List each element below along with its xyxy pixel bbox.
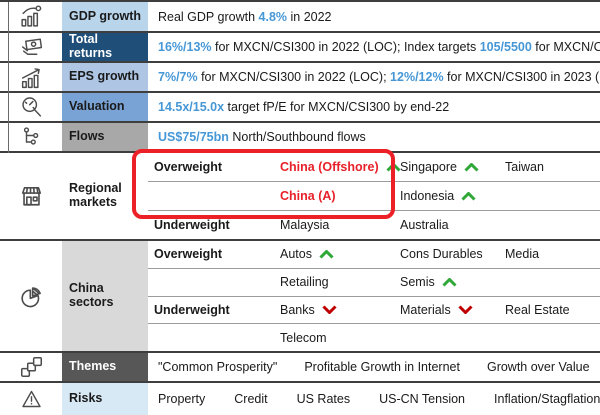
risk-item: US Rates (296, 392, 351, 406)
weight-label: Overweight (154, 247, 223, 262)
down-arrow-icon (322, 305, 337, 315)
table-row: Total returns 16%/13% for MXCN/CSI300 in… (0, 32, 600, 63)
section-regional-markets: Regional markets Overweight China (Offsh… (0, 153, 600, 241)
table-row: Retailing Semis (148, 269, 600, 297)
storefront-icon (0, 153, 62, 239)
row-label-themes: Themes (62, 353, 148, 381)
total-returns-value: 16%/13% for MXCN/CSI300 in 2022 (LOC); I… (158, 40, 600, 54)
table-row: Overweight China (Offshore) Singapore Ta… (148, 153, 600, 182)
risk-item: Property (158, 392, 206, 406)
flow-branch-icon (0, 123, 62, 151)
table-row: Themes "Common Prosperity" Profitable Gr… (0, 353, 600, 383)
theme-item: Growth over Value (486, 360, 590, 374)
eps-growth-value: 7%/7% for MXCN/CSI300 in 2022 (LOC); 12%… (158, 70, 600, 84)
highlight-value: 7%/7% (158, 70, 198, 84)
table-row: Underweight Malaysia Australia (148, 211, 600, 239)
highlight-value: 4.8% (258, 9, 288, 24)
highlight-value: US$75/75bn (158, 130, 229, 144)
theme-item: "Common Prosperity" (158, 360, 278, 374)
up-arrow-icon (319, 249, 334, 259)
table-row: China (A) Indonesia (148, 182, 600, 211)
sector-name: Retailing (280, 275, 329, 290)
weight-label: Underweight (154, 218, 230, 232)
up-arrow-icon (442, 277, 457, 287)
sector-name: Autos (280, 247, 312, 262)
sector-name: Cons Durables (400, 247, 483, 262)
row-label-china-sectors: China sectors (62, 241, 148, 351)
row-label-gdp-growth: GDP growth (62, 2, 148, 31)
table-row: EPS growth 7%/7% for MXCN/CSI300 in 2022… (0, 63, 600, 93)
row-label-valuation: Valuation (62, 93, 148, 121)
cash-hand-icon (0, 33, 62, 61)
row-label-risks: Risks (62, 383, 148, 415)
market-name: Malaysia (280, 218, 330, 232)
highlight-value: 14.5x/15.0x (158, 100, 225, 114)
table-row: Valuation 14.5x/15.0x target fP/E for MX… (0, 93, 600, 123)
valuation-value: 14.5x/15.0x target fP/E for MXCN/CSI300 … (158, 100, 450, 114)
row-label-flows: Flows (62, 123, 148, 151)
risk-item: Credit (234, 392, 268, 406)
market-name: Australia (400, 218, 449, 232)
row-label-regional-markets: Regional markets (62, 153, 148, 239)
table-row: Risks Property Credit US Rates US-CN Ten… (0, 383, 600, 415)
market-name: Singapore (400, 160, 457, 174)
sector-name: Telecom (280, 330, 327, 345)
market-name: Indonesia (400, 189, 455, 203)
sector-name: Semis (400, 275, 435, 290)
sector-name: Media (505, 247, 540, 262)
weight-label: Underweight (154, 302, 230, 317)
pie-chart-icon (0, 241, 62, 351)
highlight-value: 105/5500 (479, 40, 532, 54)
market-name: Taiwan (505, 160, 544, 174)
risk-item: Inflation/Stagflation (494, 392, 600, 406)
up-arrow-icon (461, 191, 476, 201)
gdp-growth-value: Real GDP growth 4.8% in 2022 (158, 9, 332, 24)
stacked-squares-icon (0, 353, 62, 381)
bar-chart-arrow-icon (0, 2, 62, 31)
flows-value: US$75/75bn North/Southbound flows (158, 130, 366, 144)
section-china-sectors: China sectors Overweight Autos Cons Dura… (0, 241, 600, 353)
themes-list: "Common Prosperity" Profitable Growth in… (148, 353, 600, 381)
sector-name: Real Estate (505, 302, 570, 317)
sector-name: Materials (400, 302, 451, 317)
regional-markets-subtable: Overweight China (Offshore) Singapore Ta… (148, 153, 600, 239)
table-row: Underweight Banks Materials Real Estate (148, 297, 600, 325)
table-row: Flows US$75/75bn North/Southbound flows (0, 123, 600, 153)
table-row: Overweight Autos Cons Durables Media (148, 241, 600, 269)
rising-bars-icon (0, 63, 62, 91)
table-left-border (8, 2, 9, 153)
market-name: China (A) (280, 189, 336, 203)
highlight-value: 12%/12% (390, 70, 444, 84)
table-row: GDP growth Real GDP growth 4.8% in 2022 (0, 2, 600, 33)
china-sectors-subtable: Overweight Autos Cons Durables Media Ret… (148, 241, 600, 351)
magnifier-gauge-icon (0, 93, 62, 121)
down-arrow-icon (458, 305, 473, 315)
warning-triangle-icon (0, 383, 62, 415)
weight-label: Overweight (154, 160, 223, 174)
market-name: China (Offshore) (280, 160, 379, 174)
up-arrow-icon (464, 162, 479, 172)
up-arrow-icon (386, 162, 401, 172)
risk-item: US-CN Tension (379, 392, 466, 406)
sector-name: Banks (280, 302, 315, 317)
theme-item: Profitable Growth in Internet (304, 360, 460, 374)
row-label-eps-growth: EPS growth (62, 63, 148, 91)
table-row: Telecom (148, 324, 600, 351)
risks-list: Property Credit US Rates US-CN Tension I… (148, 383, 600, 415)
highlight-value: 16%/13% (158, 40, 212, 54)
row-label-total-returns: Total returns (62, 32, 148, 61)
